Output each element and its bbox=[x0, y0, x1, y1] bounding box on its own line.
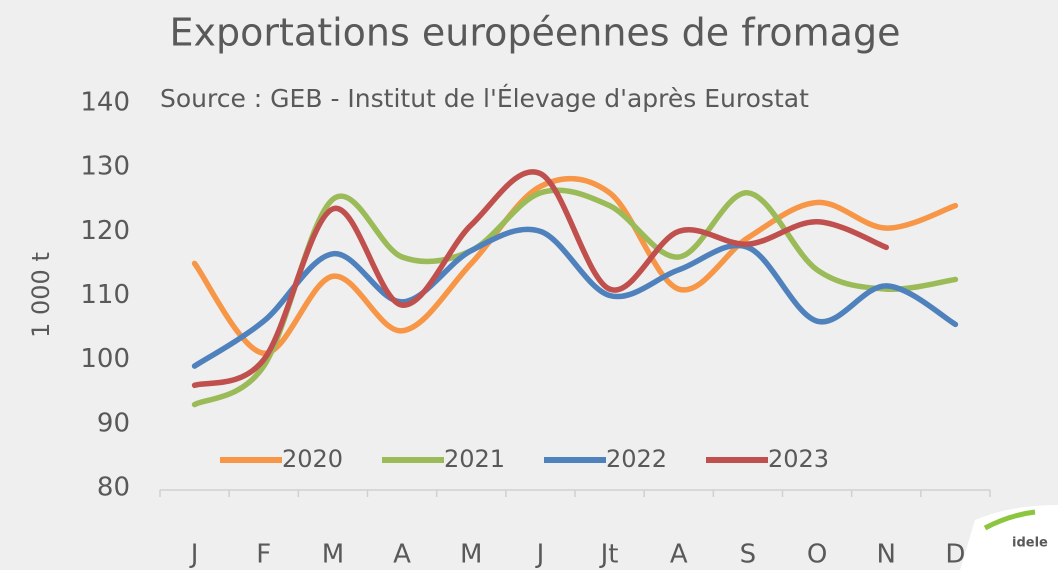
legend-label: 2020 bbox=[282, 445, 343, 473]
x-tick-label: D bbox=[945, 540, 965, 570]
y-tick-label: 140 bbox=[80, 88, 130, 118]
x-tick-label: Jt bbox=[599, 540, 619, 570]
logo-swoosh bbox=[983, 509, 1036, 531]
x-tick-label: J bbox=[189, 540, 199, 570]
legend-label: 2022 bbox=[606, 445, 667, 473]
series-line bbox=[191, 169, 889, 389]
x-tick-label: M bbox=[460, 540, 482, 570]
series-line bbox=[191, 226, 959, 369]
x-tick-label: A bbox=[670, 540, 688, 570]
x-tick-label: S bbox=[740, 540, 757, 570]
y-tick-label: 100 bbox=[80, 344, 130, 374]
y-tick-label: 110 bbox=[80, 280, 130, 310]
logo: idele bbox=[960, 505, 1058, 570]
x-tick-label: F bbox=[256, 540, 271, 570]
x-tick-label: J bbox=[535, 540, 545, 570]
legend-label: 2021 bbox=[444, 445, 505, 473]
y-axis-label: 1 000 t bbox=[27, 252, 55, 338]
y-tick-label: 90 bbox=[97, 408, 130, 438]
legend-label: 2023 bbox=[768, 445, 829, 473]
y-tick-label: 80 bbox=[97, 473, 130, 503]
y-tick-label: 130 bbox=[80, 152, 130, 182]
x-tick-label: O bbox=[807, 540, 827, 570]
x-tick-label: A bbox=[393, 540, 411, 570]
chart-subtitle: Source : GEB - Institut de l'Élevage d'a… bbox=[160, 84, 809, 113]
x-tick-label: M bbox=[322, 540, 344, 570]
logo-text: idele bbox=[1012, 536, 1048, 551]
y-tick-label: 120 bbox=[80, 216, 130, 246]
logo-background bbox=[960, 505, 1058, 570]
x-tick-label: N bbox=[877, 540, 896, 570]
chart-title: Exportations européennes de fromage bbox=[170, 11, 901, 55]
